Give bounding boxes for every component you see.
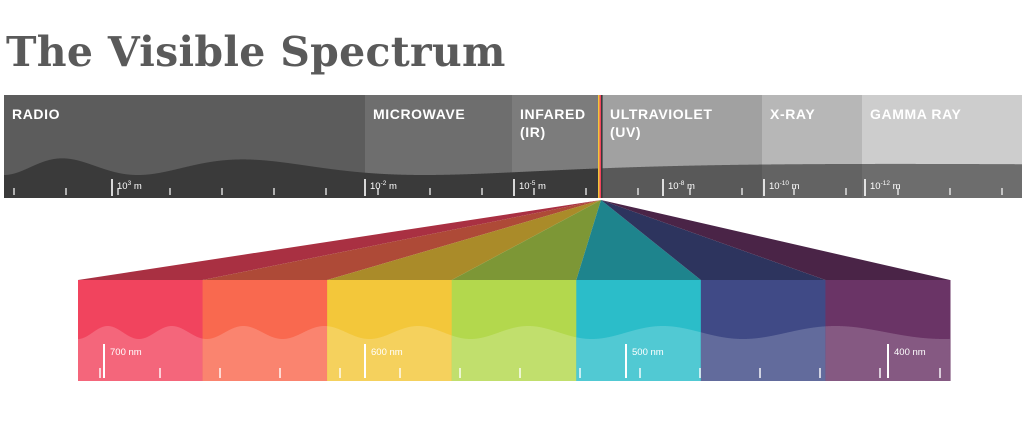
visible-wave-red <box>78 326 203 381</box>
fan-segment-cyan <box>576 200 701 280</box>
fan-segment-yellow <box>327 200 601 280</box>
band-label: RADIO <box>12 106 60 122</box>
band-label: X-RAY <box>770 106 815 122</box>
band-label: ULTRAVIOLET <box>610 106 713 122</box>
visible-scale-label: 700 nm <box>110 347 142 358</box>
visible-wave-fill <box>327 326 452 381</box>
scale-label: 10-10 m <box>769 180 800 192</box>
visible-scale-label: 400 nm <box>894 347 926 358</box>
visible-spectrum-fan <box>78 200 950 280</box>
fan-segment-red <box>78 200 601 280</box>
band-label: MICROWAVE <box>373 106 465 122</box>
electromagnetic-scale: 103 m 10-2 m 10-5 m 10-8 m 10-10 m 10-12 m <box>13 179 1003 196</box>
electromagnetic-wave <box>4 95 1022 198</box>
scale-label: 10-12 m <box>870 180 901 192</box>
visible-scale-label: 600 nm <box>371 347 403 358</box>
visible-wave-fill <box>451 326 577 381</box>
fan-segment-green <box>451 200 601 280</box>
visible-light-marker <box>598 95 603 198</box>
electromagnetic-band-labels: RADIO MICROWAVE INFARED (IR) ULTRAVIOLET (UV)… <box>12 106 962 140</box>
visible-wave <box>78 326 950 381</box>
visible-wave-fill <box>78 326 203 381</box>
band-sublabel: (IR) <box>520 124 546 140</box>
visible-wave-yellow <box>327 326 452 381</box>
band-tint <box>602 95 762 198</box>
visible-wave-cyan <box>576 326 701 381</box>
visible-scale: 700 nm 600 nm 500 nm 400 nm <box>99 344 941 378</box>
page-title: The Visible Spectrum <box>6 28 506 76</box>
marker-stripe <box>598 95 600 198</box>
band-label: GAMMA RAY <box>870 106 962 122</box>
visible-wave-fill <box>700 326 826 381</box>
visible-scale-label: 500 nm <box>632 347 664 358</box>
marker-stripe <box>601 95 603 198</box>
scale-label: 10-5 m <box>519 180 546 192</box>
marker-stripe <box>599 95 602 198</box>
fan-segment-violet <box>601 200 950 280</box>
fan-segment-orange <box>202 200 602 280</box>
visible-wave-orange <box>202 326 328 381</box>
visible-wave-fill <box>202 326 328 381</box>
scale-label: 10-2 m <box>370 180 397 192</box>
band-tint <box>762 95 862 198</box>
em-wave-fill <box>4 158 1022 198</box>
band-label: INFARED <box>520 106 586 122</box>
scale-label: 10-8 m <box>668 180 695 192</box>
visible-wave-green <box>451 326 577 381</box>
visible-wave-fill <box>576 326 701 381</box>
visible-wave-indigo <box>700 326 826 381</box>
band-sublabel: (UV) <box>610 124 641 140</box>
band-tint <box>862 95 1022 198</box>
scale-label: 103 m <box>117 180 142 192</box>
